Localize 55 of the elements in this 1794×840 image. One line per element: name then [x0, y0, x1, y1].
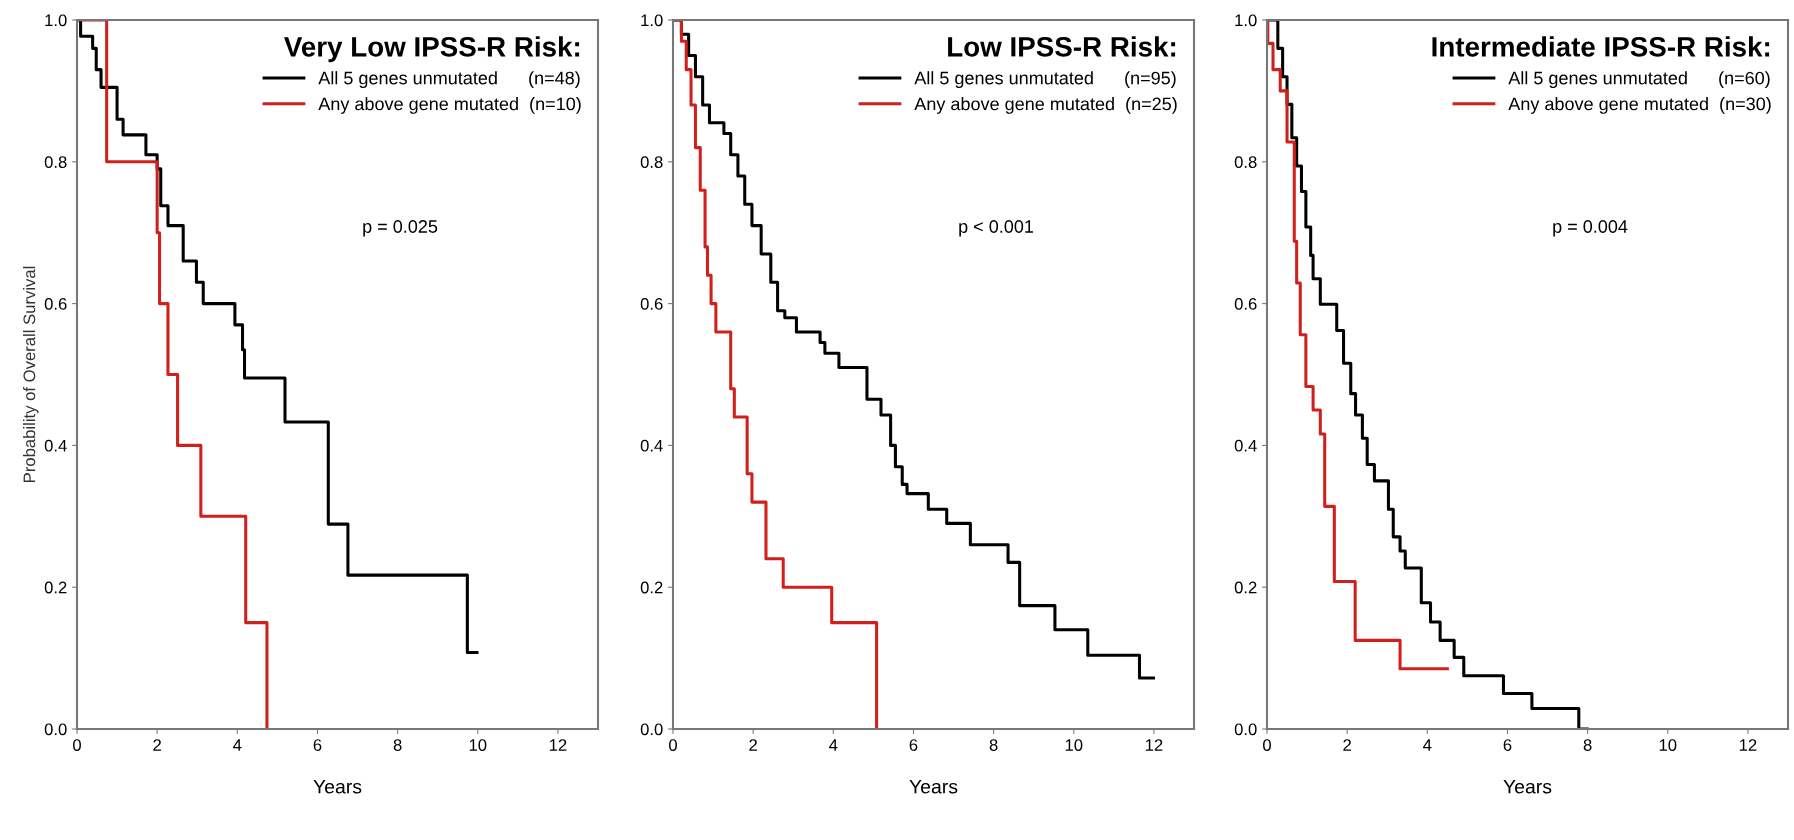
x-tick-label: 4 — [829, 739, 838, 751]
x-tick-label: 4 — [1423, 739, 1432, 751]
y-axis-title: Probability of Overall Survival — [23, 266, 39, 482]
x-tick-label: 8 — [1583, 739, 1592, 751]
x-tick-label: 8 — [393, 739, 402, 751]
y-tick-label: 0.2 — [640, 581, 663, 594]
y-tick-label: 0.8 — [44, 156, 67, 168]
y-tick-label: 0.4 — [1234, 439, 1257, 452]
x-tick-label: 10 — [1065, 739, 1083, 751]
x-tick-label: 6 — [1503, 739, 1512, 751]
y-tick-label: 0.4 — [44, 439, 67, 452]
annotation: p = 0.004 — [1553, 220, 1628, 237]
legend-title: Very Low IPSS-R Risk: — [284, 36, 580, 63]
y-tick-label: 0.6 — [1234, 298, 1257, 310]
y-tick-label: 0.2 — [1234, 581, 1257, 594]
y-tick-label: 0.0 — [1234, 723, 1257, 736]
x-tick-label: 6 — [313, 739, 322, 751]
x-tick-label: 0 — [669, 739, 677, 751]
x-tick-label: 2 — [749, 739, 757, 751]
x-axis-title: Years — [313, 779, 362, 794]
y-tick-label: 0.0 — [640, 723, 663, 736]
x-tick-label: 8 — [989, 739, 998, 751]
y-tick-label: 0.8 — [640, 156, 663, 168]
x-tick-label: 12 — [1145, 739, 1163, 751]
y-tick-label: 0.6 — [44, 298, 67, 310]
x-tick-label: 0 — [73, 739, 81, 751]
x-tick-label: 4 — [233, 739, 242, 751]
legend-label: All 5 genes unmutated (n=95) — [914, 71, 1176, 88]
x-tick-label: 6 — [909, 739, 918, 751]
annotation: p = 0.025 — [363, 220, 438, 237]
legend-label: All 5 genes unmutated (n=48) — [318, 71, 580, 88]
x-tick-label: 12 — [1739, 739, 1757, 751]
legend-label: Any above gene mutated (n=10) — [318, 97, 581, 114]
y-tick-label: 0.0 — [44, 723, 67, 736]
y-tick-label: 0.2 — [44, 581, 67, 594]
y-tick-label: 0.8 — [1234, 156, 1257, 168]
x-tick-label: 10 — [1659, 739, 1677, 751]
x-axis-title: Years — [1503, 779, 1552, 794]
y-tick-label: 0.4 — [640, 439, 663, 452]
y-tick-label: 1.0 — [45, 14, 67, 27]
y-tick-label: 1.0 — [1235, 14, 1257, 27]
annotation: p < 0.001 — [959, 220, 1034, 237]
x-tick-label: 12 — [549, 739, 567, 751]
x-tick-label: 2 — [1343, 739, 1351, 751]
x-tick-label: 10 — [469, 739, 487, 751]
y-tick-label: 0.6 — [640, 298, 663, 310]
y-tick-label: 1.0 — [641, 14, 663, 27]
x-tick-label: 2 — [153, 739, 161, 751]
x-tick-label: 0 — [1263, 739, 1271, 751]
x-axis-title: Years — [909, 779, 958, 794]
legend-title: Low IPSS-R Risk: — [948, 36, 1176, 57]
legend-label: Any above gene mutated (n=30) — [1508, 97, 1771, 114]
legend-label: All 5 genes unmutated (n=60) — [1508, 71, 1770, 88]
legend-title: Intermediate IPSS-R Risk: — [1432, 36, 1770, 57]
legend-label: Any above gene mutated (n=25) — [914, 97, 1177, 114]
